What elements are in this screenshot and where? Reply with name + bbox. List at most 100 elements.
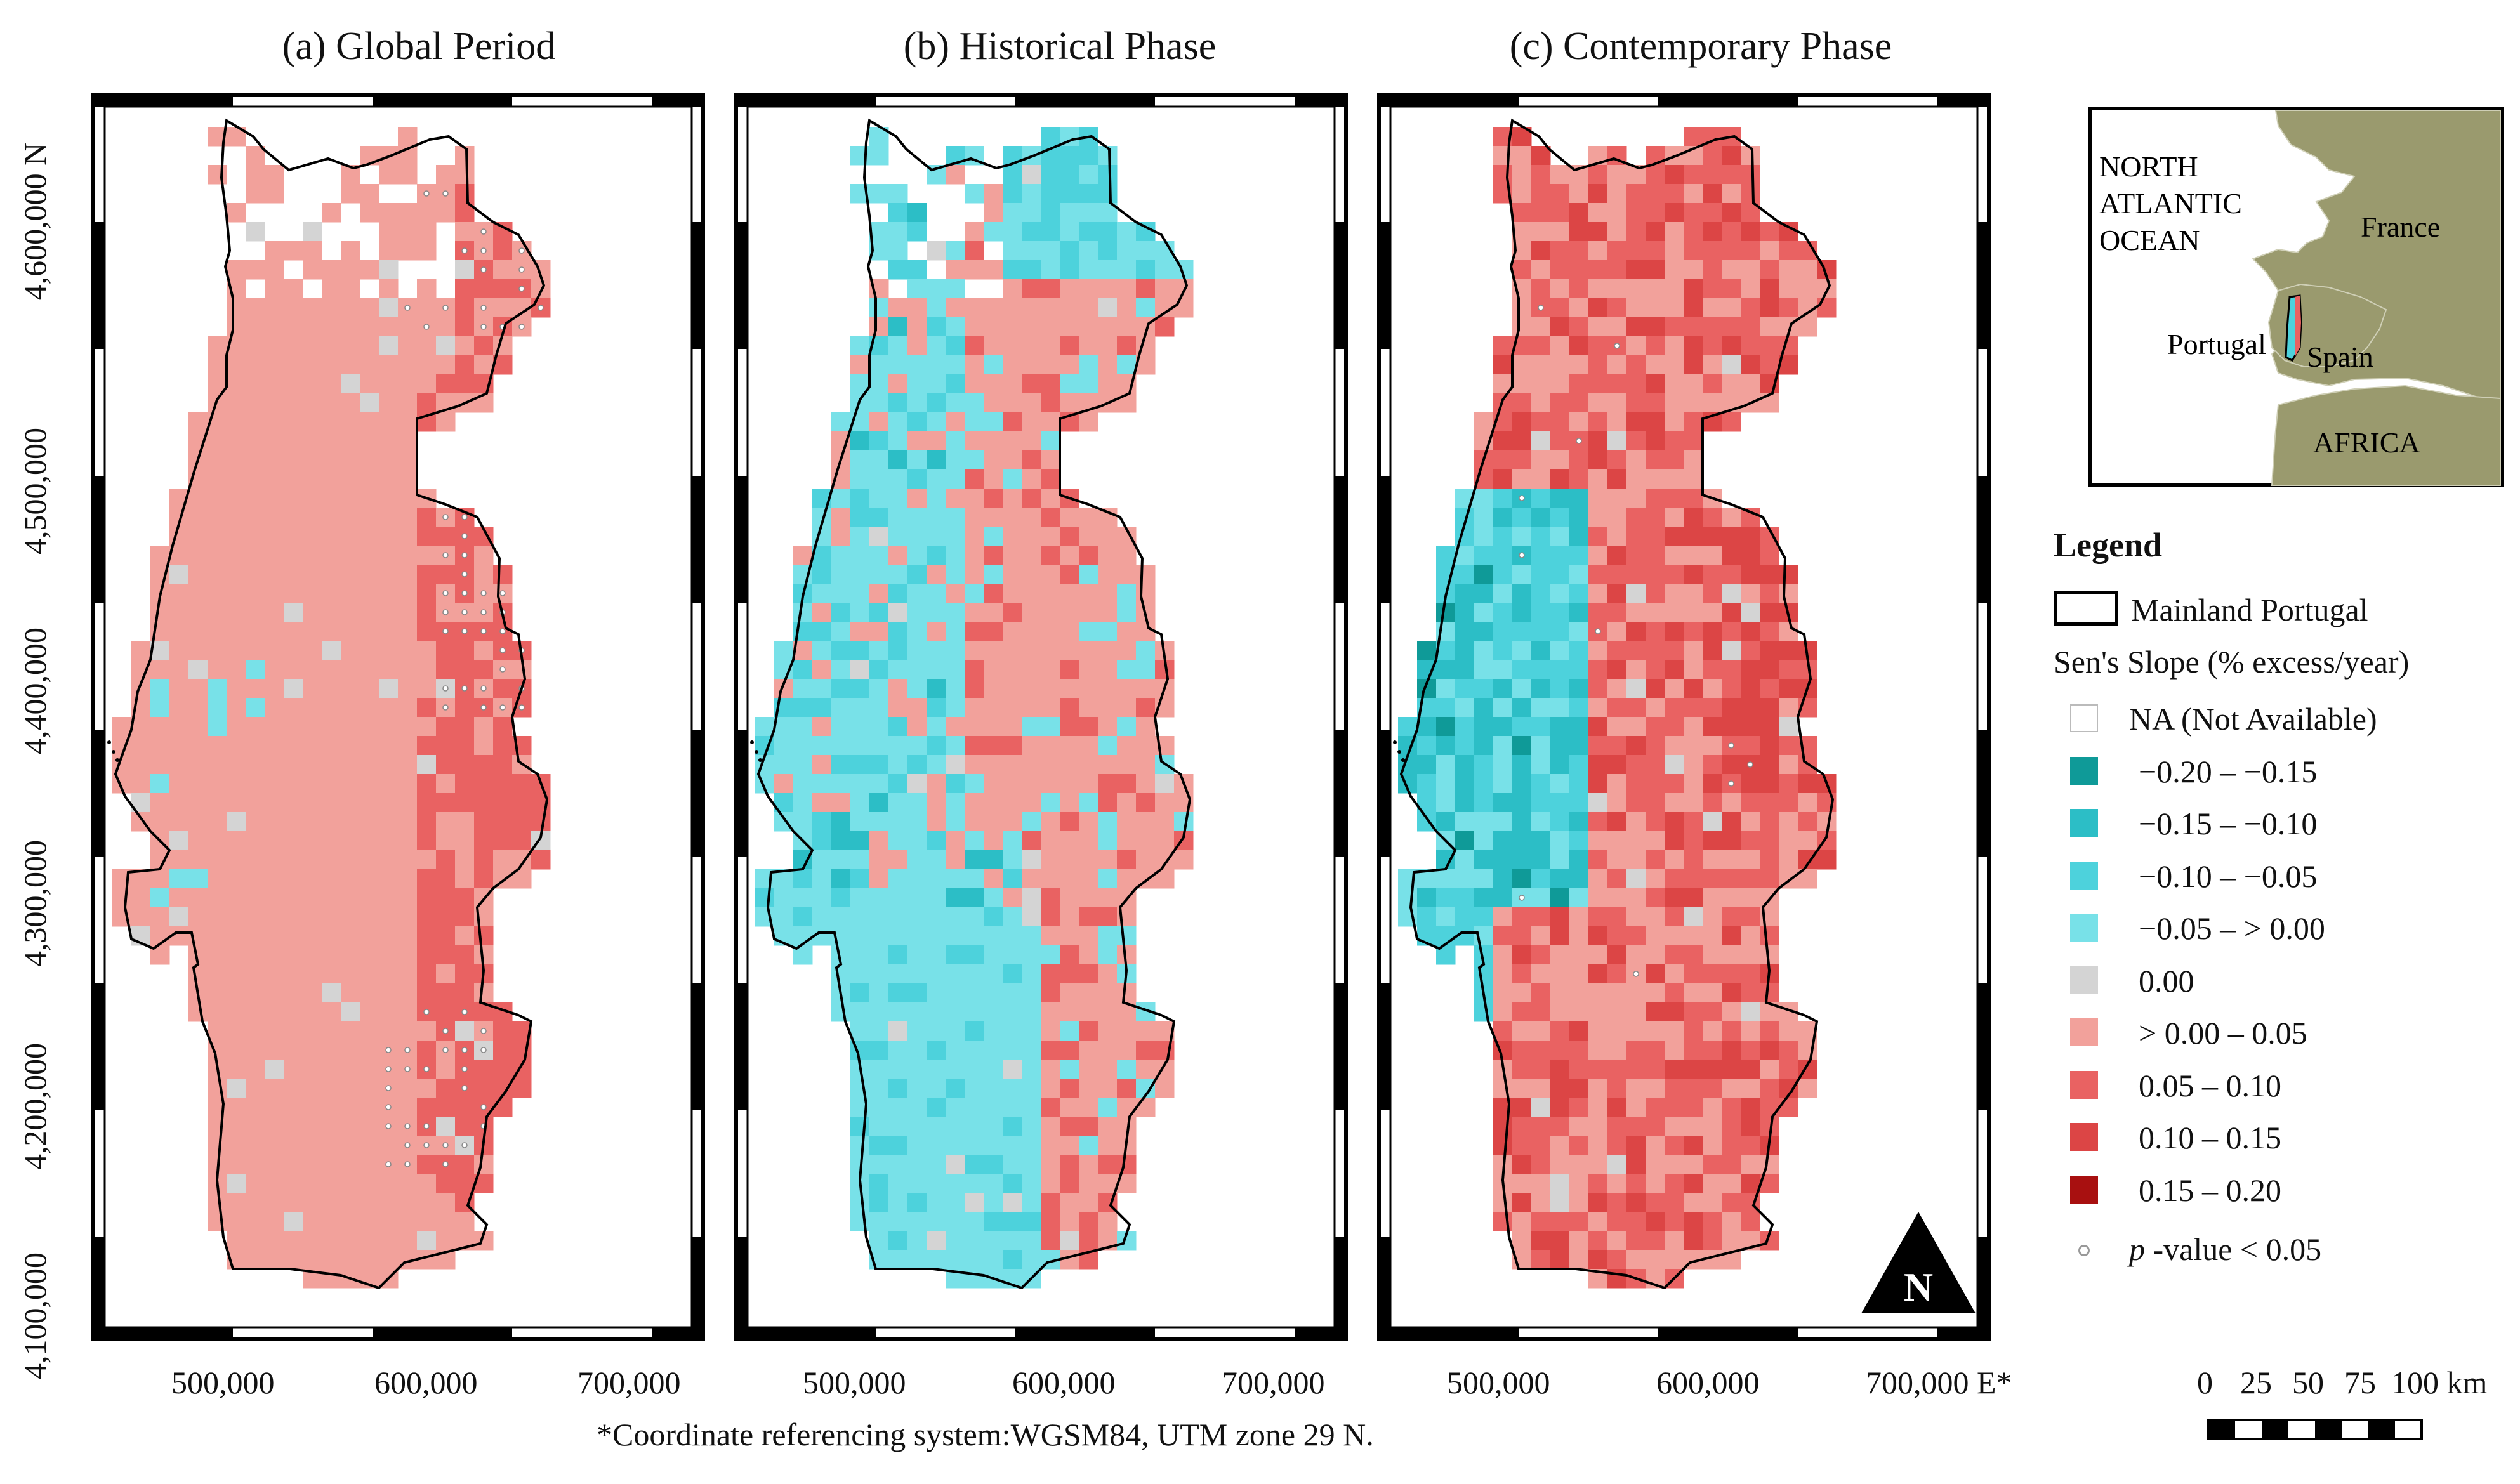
grid-cell [417,888,437,908]
grid-cell [1607,907,1627,927]
grid-cell [398,241,418,261]
grid-cell [1512,869,1532,889]
grid-cell [907,945,927,965]
grid-cell [927,698,946,718]
grid-cell [1741,964,1760,984]
islet [112,750,115,754]
grid-cell [208,1079,227,1098]
grid-cell [1041,450,1060,470]
grid-cell [1041,546,1060,565]
grid-cell [227,355,246,375]
grid-cell [1760,793,1779,813]
grid-cell [303,755,322,775]
grid-cell [1646,1079,1665,1098]
grid-cell [322,336,341,356]
grid-cell [927,279,946,299]
grid-cell [1060,603,1079,622]
grid-cell [227,888,246,908]
grid-cell [436,1079,456,1098]
grid-cell [927,622,946,641]
grid-cell [1741,888,1760,908]
grid-cell [965,698,984,718]
grid-cell [265,717,284,737]
grid-cell [965,831,984,851]
grid-cell [360,945,379,965]
grid-cell [888,450,908,470]
grid-cell [360,641,379,660]
grid-cell [1455,755,1475,775]
grid-cell [341,489,360,508]
grid-cell [379,850,399,870]
grid-cell [1550,812,1570,832]
grid-cell [1722,926,1741,946]
grid-cell [436,1117,456,1136]
grid-cell [1531,888,1551,908]
grid-cell [265,774,284,794]
grid-cell [888,1231,908,1251]
grid-cell [1079,508,1098,527]
grid-cell [831,888,851,908]
grid-cell [1588,888,1608,908]
grid-cell [1684,393,1703,413]
pvalue-dot [1633,971,1639,977]
grid-cell [1398,888,1418,908]
grid-cell [1550,431,1570,451]
frame-checker [736,222,748,349]
grid-cell [1550,260,1570,280]
grid-cell [1531,508,1551,527]
grid-cell [869,698,889,718]
grid-cell [322,774,341,794]
grid-cell [1531,812,1551,832]
grid-cell [927,336,946,356]
grid-cell [474,336,494,356]
frame-checker [1335,222,1346,349]
grid-cell [1703,393,1722,413]
grid-cell [1117,679,1137,699]
grid-cell [1646,565,1665,584]
grid-cell [812,850,832,870]
grid-cell [869,888,889,908]
grid-cell [1607,1174,1627,1193]
grid-cell [1022,945,1041,965]
grid-cell [169,793,189,813]
grid-cell [888,793,908,813]
grid-cell [322,755,341,775]
grid-cell [946,888,965,908]
grid-cell [1626,774,1646,794]
grid-cell [265,279,284,299]
grid-cell [888,1002,908,1022]
grid-cell [965,983,984,1003]
grid-cell [1665,717,1684,737]
grid-cell [1722,241,1741,261]
grid-cell [246,850,265,870]
grid-cell [246,355,265,375]
grid-cell [341,374,360,394]
grid-cell [1117,793,1137,813]
grid-cell [1531,1155,1551,1174]
grid-cell [1474,774,1494,794]
grid-cell [907,1136,927,1155]
grid-cell [888,1041,908,1060]
grid-cell [812,869,832,889]
grid-cell [246,907,265,927]
grid-cell [1626,1041,1646,1060]
grid-cell [1531,584,1551,603]
grid-cell [1022,641,1041,660]
grid-cell [1022,660,1041,680]
grid-cell [1607,1079,1627,1098]
grid-cell [1436,546,1456,565]
grid-cell [869,793,889,813]
grid-cell [1684,298,1703,318]
grid-cell [869,317,889,337]
grid-cell [946,412,965,432]
grid-cell [1041,336,1060,356]
legend-boundary-label: Mainland Portugal [2131,592,2368,627]
grid-cell [1569,1117,1589,1136]
grid-cell [360,812,379,832]
grid-cell [1626,222,1646,242]
grid-cell [227,1117,246,1136]
pvalue-dot [404,1123,411,1129]
grid-cell [284,945,303,965]
grid-cell [1626,793,1646,813]
frame-checker [1335,983,1346,1110]
